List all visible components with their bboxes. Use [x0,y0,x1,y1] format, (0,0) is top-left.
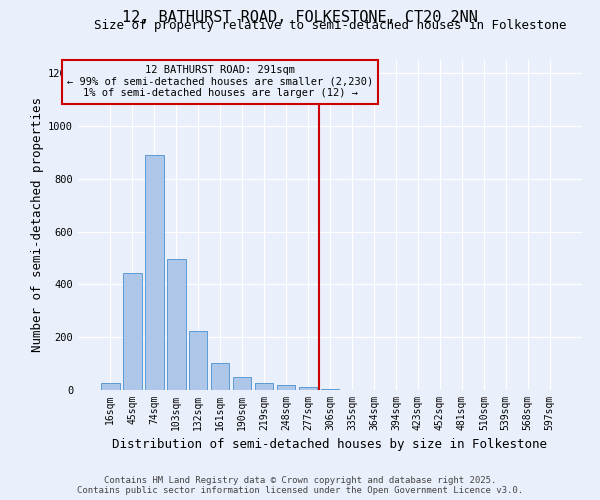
Title: Size of property relative to semi-detached houses in Folkestone: Size of property relative to semi-detach… [94,20,566,32]
Bar [189,330,208,390]
Bar [167,260,185,390]
Y-axis label: Number of semi-detached properties: Number of semi-detached properties [31,98,44,352]
Bar [145,155,164,390]
Text: 12 BATHURST ROAD: 291sqm
← 99% of semi-detached houses are smaller (2,230)
1% of: 12 BATHURST ROAD: 291sqm ← 99% of semi-d… [67,66,373,98]
X-axis label: Distribution of semi-detached houses by size in Folkestone: Distribution of semi-detached houses by … [113,438,548,452]
Bar [233,377,251,390]
Bar [277,385,295,390]
Bar [123,272,142,390]
Bar [299,387,317,390]
Text: Contains HM Land Registry data © Crown copyright and database right 2025.
Contai: Contains HM Land Registry data © Crown c… [77,476,523,495]
Text: 12, BATHURST ROAD, FOLKESTONE, CT20 2NN: 12, BATHURST ROAD, FOLKESTONE, CT20 2NN [122,10,478,25]
Bar [255,384,274,390]
Bar [101,384,119,390]
Bar [320,388,340,390]
Bar [211,363,229,390]
